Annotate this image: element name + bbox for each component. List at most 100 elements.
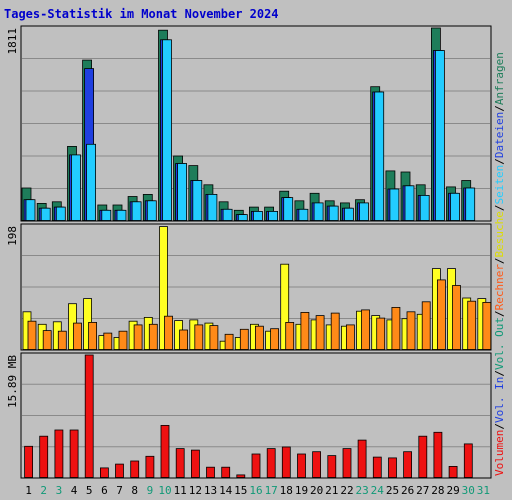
bar-rechner-day-6 bbox=[103, 332, 113, 350]
day-label-14: 14 bbox=[219, 484, 233, 497]
bar-rechner-day-30 bbox=[467, 300, 477, 350]
bar-volumen-day-30 bbox=[463, 443, 473, 478]
day-label-23: 23 bbox=[355, 484, 368, 497]
day-label-30: 30 bbox=[462, 484, 475, 497]
bar-seiten-day-16 bbox=[252, 210, 263, 221]
bar-volumen-day-10 bbox=[160, 424, 170, 478]
bar-rechner-day-12 bbox=[194, 324, 204, 350]
bar-seiten-day-24 bbox=[374, 91, 385, 221]
day-label-19: 19 bbox=[295, 484, 308, 497]
day-label-16: 16 bbox=[249, 484, 262, 497]
bar-seiten-day-12 bbox=[192, 180, 203, 221]
bar-rechner-day-25 bbox=[391, 306, 401, 350]
bar-seiten-day-18 bbox=[283, 197, 294, 221]
side-legend-item: / bbox=[493, 310, 506, 317]
bar-rechner-day-1 bbox=[27, 320, 37, 350]
side-legend-item: Seiten bbox=[493, 165, 506, 205]
day-label-1: 1 bbox=[25, 484, 32, 497]
bar-rechner-day-18 bbox=[285, 321, 295, 350]
day-label-4: 4 bbox=[71, 484, 78, 497]
bar-seiten-day-6 bbox=[101, 209, 112, 221]
day-label-2: 2 bbox=[40, 484, 47, 497]
bar-volumen-day-26 bbox=[403, 451, 413, 478]
bar-rechner-day-28 bbox=[436, 279, 446, 350]
side-legend-item: Dateien bbox=[493, 112, 506, 158]
bar-seiten-day-8 bbox=[131, 201, 142, 221]
bar-seiten-day-1 bbox=[25, 199, 36, 221]
bar-seiten-day-3 bbox=[55, 206, 66, 221]
day-label-13: 13 bbox=[204, 484, 217, 497]
side-legend-item: / bbox=[493, 257, 506, 264]
bar-volumen-day-25 bbox=[388, 457, 397, 478]
bar-rechner-day-29 bbox=[452, 285, 461, 350]
side-legend-item: / bbox=[493, 105, 506, 112]
side-legend-item: Besuche bbox=[493, 211, 506, 257]
bar-volumen-day-14 bbox=[221, 466, 231, 478]
bar-rechner-day-4 bbox=[73, 322, 82, 350]
bar-rechner-day-8 bbox=[133, 324, 143, 350]
bar-volumen-day-16 bbox=[251, 453, 261, 478]
bar-volumen-day-29 bbox=[448, 465, 458, 478]
side-legend: Volumen/Vol. In/Vol. Out/Rechner/Besuche… bbox=[493, 52, 506, 476]
bar-rechner-day-19 bbox=[300, 311, 310, 350]
bar-seiten-day-10 bbox=[162, 39, 172, 221]
day-label-25: 25 bbox=[386, 484, 399, 497]
day-label-21: 21 bbox=[325, 484, 338, 497]
bar-rechner-day-10 bbox=[164, 315, 173, 350]
bar-volumen-day-15 bbox=[236, 474, 246, 478]
bar-seiten-day-25 bbox=[389, 188, 400, 221]
day-label-7: 7 bbox=[116, 484, 123, 497]
bar-volumen-day-4 bbox=[69, 429, 79, 478]
bar-seiten-day-15 bbox=[237, 214, 248, 221]
bar-seiten-day-30 bbox=[465, 187, 476, 221]
bar-volumen-day-3 bbox=[54, 429, 64, 478]
bar-rechner-day-3 bbox=[57, 330, 67, 350]
bar-rechner-day-7 bbox=[118, 330, 128, 350]
day-labels-layer: 1 2 3 4 5 6 7 8 9 10 11 12 13 14 15 16 17 18 19 20 21 22 23 24 2… bbox=[25, 484, 490, 497]
axis-max-label-bottom: 15.89 MB bbox=[6, 355, 19, 408]
bar-rechner-day-17 bbox=[270, 328, 280, 350]
bar-rechner-day-27 bbox=[421, 301, 431, 350]
bar-volumen-day-17 bbox=[266, 448, 276, 478]
bar-volumen-day-11 bbox=[175, 448, 185, 478]
bar-volumen-day-9 bbox=[145, 455, 155, 478]
bar-volumen-day-18 bbox=[281, 446, 291, 478]
bar-seiten-day-13 bbox=[207, 193, 218, 221]
day-label-12: 12 bbox=[189, 484, 202, 497]
bar-volumen-day-5 bbox=[84, 354, 94, 478]
bar-besuche-day-18 bbox=[280, 263, 290, 350]
side-legend-item: Anfragen bbox=[493, 52, 506, 105]
bar-volumen-day-1 bbox=[24, 445, 34, 478]
bar-rechner-day-2 bbox=[42, 330, 52, 350]
day-label-3: 3 bbox=[56, 484, 63, 497]
bar-seiten-day-27 bbox=[419, 194, 430, 221]
bar-volumen-day-2 bbox=[39, 435, 49, 478]
axis-max-label-top: 1811 bbox=[6, 28, 19, 55]
bar-rechner-day-5 bbox=[88, 321, 97, 350]
bar-seiten-day-26 bbox=[404, 185, 415, 221]
bar-rechner-day-21 bbox=[330, 312, 340, 350]
side-legend-item: Vol. Out bbox=[493, 317, 506, 370]
day-label-22: 22 bbox=[340, 484, 353, 497]
day-label-29: 29 bbox=[446, 484, 459, 497]
day-label-5: 5 bbox=[86, 484, 93, 497]
chart-title: Tages-Statistik im Monat November 2024 bbox=[4, 7, 279, 21]
bar-volumen-day-13 bbox=[206, 466, 215, 478]
bar-volumen-day-23 bbox=[357, 439, 367, 478]
day-label-31: 31 bbox=[477, 484, 490, 497]
bar-volumen-day-28 bbox=[433, 431, 443, 478]
day-label-10: 10 bbox=[158, 484, 171, 497]
axis-labels-layer: 1811 198 15.89 MB bbox=[6, 28, 19, 408]
bar-rechner-day-16 bbox=[254, 325, 264, 350]
bar-rechner-day-26 bbox=[406, 311, 416, 350]
bar-volumen-day-24 bbox=[372, 456, 382, 478]
bar-besuche-day-10 bbox=[159, 226, 168, 350]
side-legend-item: / bbox=[493, 204, 506, 211]
bar-rechner-day-20 bbox=[315, 315, 325, 350]
bar-seiten-day-19 bbox=[298, 208, 309, 221]
bar-seiten-day-4 bbox=[71, 154, 81, 221]
bar-volumen-day-20 bbox=[312, 451, 322, 478]
bar-volumen-day-21 bbox=[327, 455, 337, 478]
axis-max-label-middle: 198 bbox=[6, 226, 19, 246]
